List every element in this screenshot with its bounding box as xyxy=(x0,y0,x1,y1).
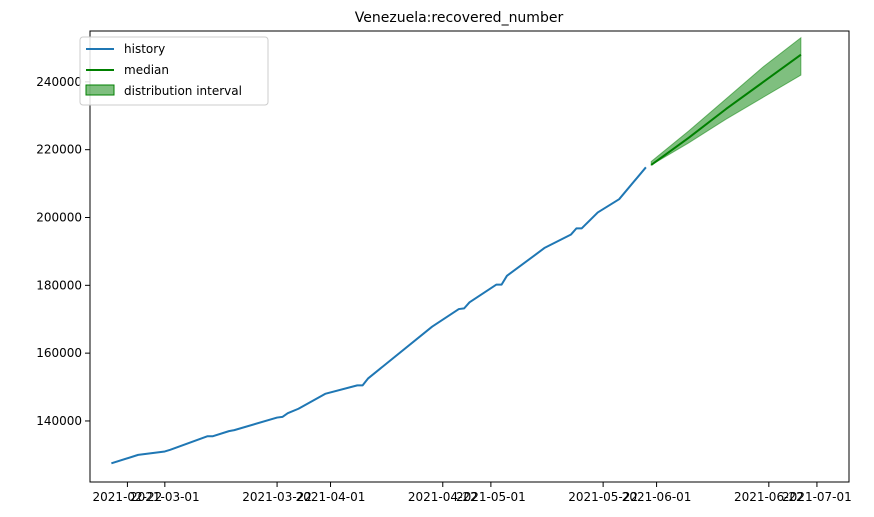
legend-interval-label: distribution interval xyxy=(124,84,242,98)
chart-title: Venezuela:recovered_number xyxy=(355,10,564,26)
legend-interval-swatch xyxy=(85,84,115,96)
x-tick-label: 2021-05-01 xyxy=(456,490,526,504)
x-tick-label: 2021-05-22 xyxy=(568,490,638,504)
plot-frame xyxy=(89,30,850,483)
y-axis: 140000 160000 180000 200000 220000 240000 xyxy=(36,75,90,428)
y-tick-label: 200000 xyxy=(36,211,82,225)
distribution-interval-band xyxy=(650,36,802,166)
legend-history-label: history xyxy=(124,42,165,56)
y-tick-label: 160000 xyxy=(36,346,82,360)
x-tick-label: 2021-06-22 xyxy=(734,490,804,504)
y-tick-label: 220000 xyxy=(36,143,82,157)
history-line xyxy=(111,166,647,465)
legend-median-label: median xyxy=(124,63,169,77)
y-tick-label: 140000 xyxy=(36,414,82,428)
plot-area xyxy=(111,36,802,465)
y-tick-label: 240000 xyxy=(36,75,82,89)
legend-box xyxy=(79,36,269,106)
x-tick-label: 2021-04-22 xyxy=(408,490,478,504)
y-tick-label: 180000 xyxy=(36,278,82,292)
x-tick-label: 2021-06-01 xyxy=(622,490,692,504)
x-tick-label: 2021-03-01 xyxy=(130,490,200,504)
x-tick-label: 2021-07-01 xyxy=(782,490,852,504)
x-tick-label: 2021-04-01 xyxy=(296,490,366,504)
x-tick-label: 2021-03-22 xyxy=(242,490,312,504)
median-line xyxy=(650,53,802,166)
legend: history median distribution interval xyxy=(79,36,269,106)
x-tick-label: 2021-02-22 xyxy=(93,490,163,504)
